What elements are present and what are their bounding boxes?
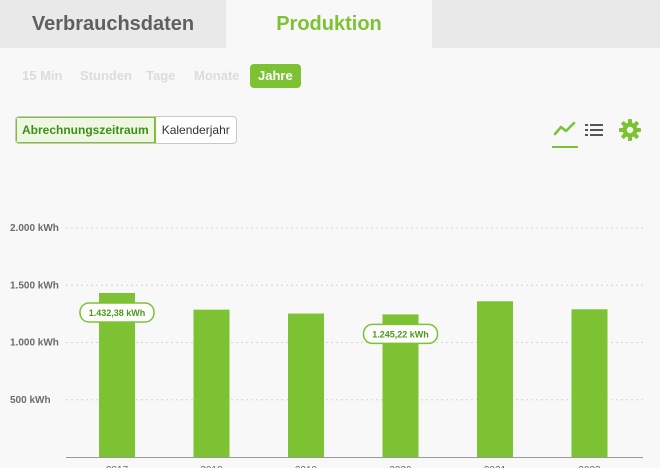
settings-button[interactable] [618, 118, 642, 142]
y-tick-label: 500 kWh [10, 395, 51, 406]
value-callout: 1.432,38 kWh [79, 302, 155, 323]
list-view-button[interactable] [584, 121, 604, 139]
list-icon [585, 124, 603, 136]
bar-2018[interactable] [193, 309, 230, 457]
period-stunden[interactable]: Stunden [80, 68, 132, 83]
production-bar-chart: 500 kWh 1.000 kWh 1.500 kWh 2.000 kWh 2017 20… [10, 223, 643, 468]
period-15-min[interactable]: 15 Min [22, 68, 63, 83]
bar-2019[interactable] [288, 313, 324, 457]
value-callout-box [362, 323, 439, 345]
value-callout-label: 1.245,22 kWh [372, 329, 429, 339]
bar-2021[interactable] [477, 301, 513, 457]
period-jahre[interactable]: Jahre [250, 64, 301, 88]
x-tick-label: 2017 [106, 465, 129, 468]
y-tick-label: 1.000 kWh [10, 338, 59, 349]
x-tick-label: 2018 [200, 465, 223, 468]
x-tick-label: 2022 [578, 465, 601, 468]
line-chart-icon [553, 121, 576, 136]
period-tage[interactable]: Tage [146, 68, 176, 83]
tab-bar: Verbrauchsdaten Produktion [0, 0, 660, 48]
billing-mode-toggle: Abrechnungszeitraum Kalenderjahr [15, 116, 237, 144]
tab-bar-filler [432, 0, 660, 48]
gear-icon [619, 119, 641, 141]
tab-produktion[interactable]: Produktion [226, 0, 432, 48]
x-tick-label: 2019 [295, 465, 318, 468]
abrechnungszeitraum-button[interactable]: Abrechnungszeitraum [16, 117, 156, 143]
period-monate[interactable]: Monate [194, 68, 240, 83]
y-tick-label: 2.000 kWh [10, 223, 59, 234]
value-callout-label: 1.432,38 kWh [89, 308, 146, 318]
production-panel: 15 Min Stunden Tage Monate Jahre Abrechn… [0, 48, 660, 468]
bar-2022[interactable] [571, 309, 608, 457]
value-callout-box [79, 302, 155, 323]
value-callout: 1.245,22 kWh [362, 323, 439, 345]
line-chart-view-button[interactable] [552, 118, 578, 148]
y-tick-label: 1.500 kWh [10, 280, 59, 291]
x-tick-label: 2021 [484, 465, 507, 468]
x-tick-label: 2020 [389, 465, 412, 468]
selected-view-underline [552, 146, 578, 148]
tab-verbrauchsdaten[interactable]: Verbrauchsdaten [0, 0, 226, 48]
kalenderjahr-button[interactable]: Kalenderjahr [161, 123, 230, 137]
